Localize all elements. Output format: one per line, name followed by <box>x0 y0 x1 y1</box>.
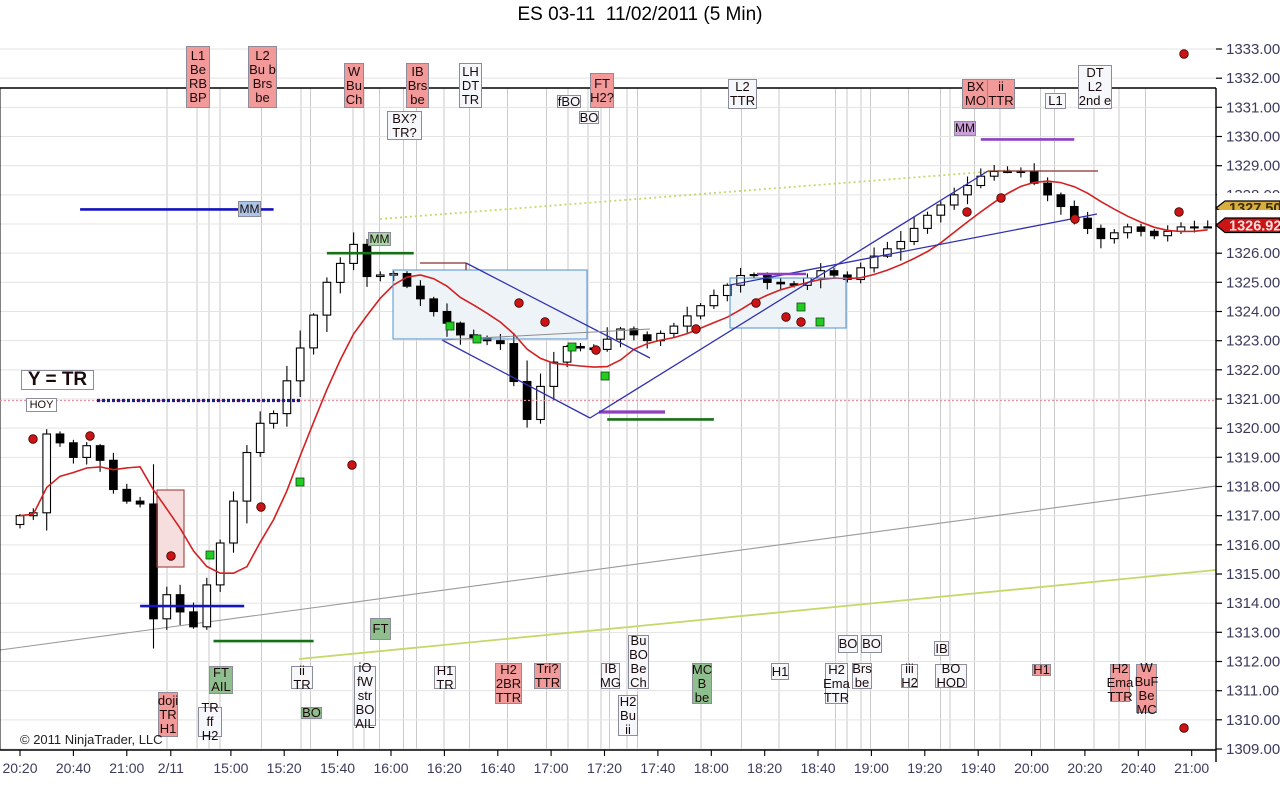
svg-text:1316.00: 1316.00 <box>1226 537 1280 554</box>
svg-text:21:00: 21:00 <box>109 760 144 776</box>
svg-text:20:40: 20:40 <box>1121 760 1156 776</box>
svg-text:1325.00: 1325.00 <box>1226 274 1280 291</box>
svg-text:15:00: 15:00 <box>213 760 248 776</box>
svg-text:1319.00: 1319.00 <box>1226 449 1280 466</box>
svg-text:21:00: 21:00 <box>1174 760 1209 776</box>
svg-text:1322.00: 1322.00 <box>1226 362 1280 379</box>
svg-text:1326.92: 1326.92 <box>1229 218 1280 234</box>
svg-text:18:40: 18:40 <box>800 760 835 776</box>
svg-text:16:00: 16:00 <box>373 760 408 776</box>
svg-text:1321.00: 1321.00 <box>1226 391 1280 408</box>
svg-text:20:00: 20:00 <box>1014 760 1049 776</box>
svg-text:17:00: 17:00 <box>534 760 569 776</box>
svg-text:16:20: 16:20 <box>427 760 462 776</box>
svg-text:1313.00: 1313.00 <box>1226 624 1280 641</box>
svg-text:1317.00: 1317.00 <box>1226 508 1280 525</box>
svg-text:18:20: 18:20 <box>747 760 782 776</box>
svg-text:1320.00: 1320.00 <box>1226 420 1280 437</box>
svg-text:1310.00: 1310.00 <box>1226 712 1280 729</box>
svg-text:1323.00: 1323.00 <box>1226 333 1280 350</box>
svg-text:18:00: 18:00 <box>694 760 729 776</box>
svg-text:1329.00: 1329.00 <box>1226 158 1280 175</box>
svg-text:1312.00: 1312.00 <box>1226 654 1280 671</box>
svg-text:1332.00: 1332.00 <box>1226 70 1280 87</box>
svg-text:17:20: 17:20 <box>587 760 622 776</box>
svg-text:20:20: 20:20 <box>1067 760 1102 776</box>
svg-text:20:40: 20:40 <box>56 760 91 776</box>
svg-text:2/11: 2/11 <box>158 760 184 776</box>
svg-text:1331.00: 1331.00 <box>1226 99 1280 116</box>
svg-text:15:20: 15:20 <box>267 760 302 776</box>
svg-text:15:40: 15:40 <box>320 760 355 776</box>
svg-text:1314.00: 1314.00 <box>1226 595 1280 612</box>
svg-text:1309.00: 1309.00 <box>1226 741 1280 758</box>
svg-text:1330.00: 1330.00 <box>1226 129 1280 146</box>
svg-text:1326.00: 1326.00 <box>1226 245 1280 262</box>
svg-text:1315.00: 1315.00 <box>1226 566 1280 583</box>
svg-text:1333.00: 1333.00 <box>1226 41 1280 58</box>
svg-text:19:00: 19:00 <box>854 760 889 776</box>
svg-text:20:20: 20:20 <box>2 760 37 776</box>
svg-text:1324.00: 1324.00 <box>1226 304 1280 321</box>
svg-text:1318.00: 1318.00 <box>1226 479 1280 496</box>
svg-text:1311.00: 1311.00 <box>1226 683 1279 700</box>
svg-text:17:40: 17:40 <box>640 760 675 776</box>
svg-text:19:20: 19:20 <box>907 760 942 776</box>
svg-text:19:40: 19:40 <box>961 760 996 776</box>
svg-text:16:40: 16:40 <box>480 760 515 776</box>
